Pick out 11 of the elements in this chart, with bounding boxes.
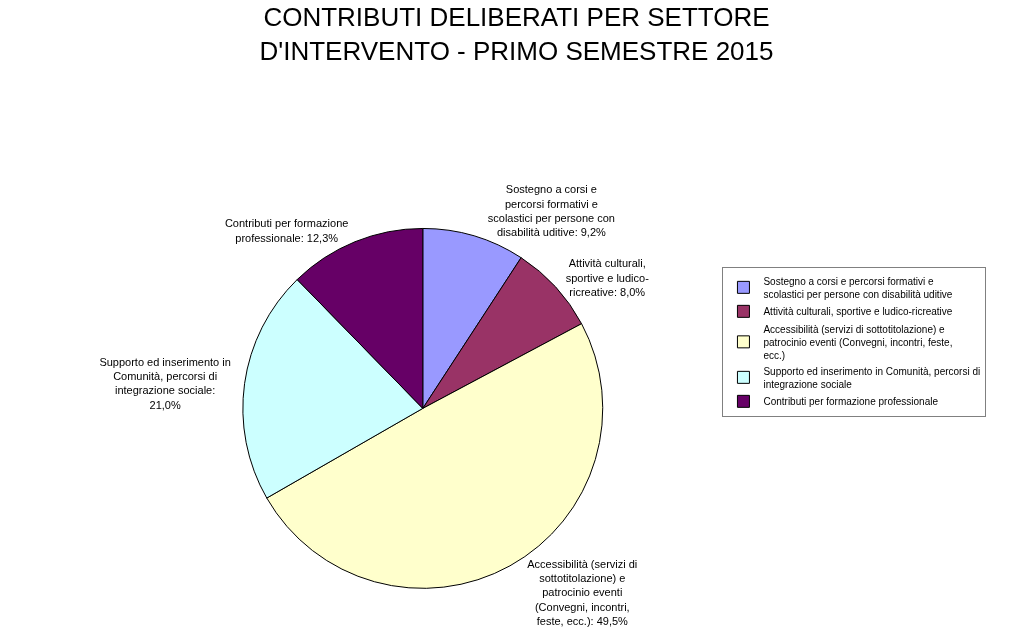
legend-label: Supporto ed inserimento in Comunità, percorsi di integrazione sociale bbox=[763, 365, 981, 390]
data-label: Sostegno a corsi e percorsi formativi e scolastici per persone con disabilità uditive: 9,2% bbox=[487, 183, 615, 239]
legend-label: Attività culturali, sportive e ludico-ricreative bbox=[763, 306, 953, 318]
legend-label: Sostegno a corsi e percorsi formativi e scolastici per persone con disabilità uditive bbox=[763, 275, 953, 300]
data-label: Accessibilità (servizi di sottotitolazione) e patrocinio eventi (Convegni, incontri, feste, ecc.): 49,5% bbox=[527, 557, 638, 627]
chart-title: CONTRIBUTI DELIBERATI PER SETTORE D'INTERVENTO - PRIMO SEMESTRE 2015 bbox=[259, 1, 774, 66]
legend-label: Accessibilità (servizi di sottotitolazione) e patrocinio eventi (Convegni, incontri, feste, ecc.) bbox=[763, 323, 953, 361]
data-label: Attività culturali, sportive e ludico-ricreative: 8,0% bbox=[565, 257, 650, 298]
legend-label: Contributi per formazione professionale bbox=[763, 396, 939, 408]
data-label: Supporto ed inserimento in Comunità, percorsi di integrazione sociale: 21,0% bbox=[99, 355, 231, 411]
data-label: Contributi per formazione professionale: 12,3% bbox=[224, 217, 349, 244]
